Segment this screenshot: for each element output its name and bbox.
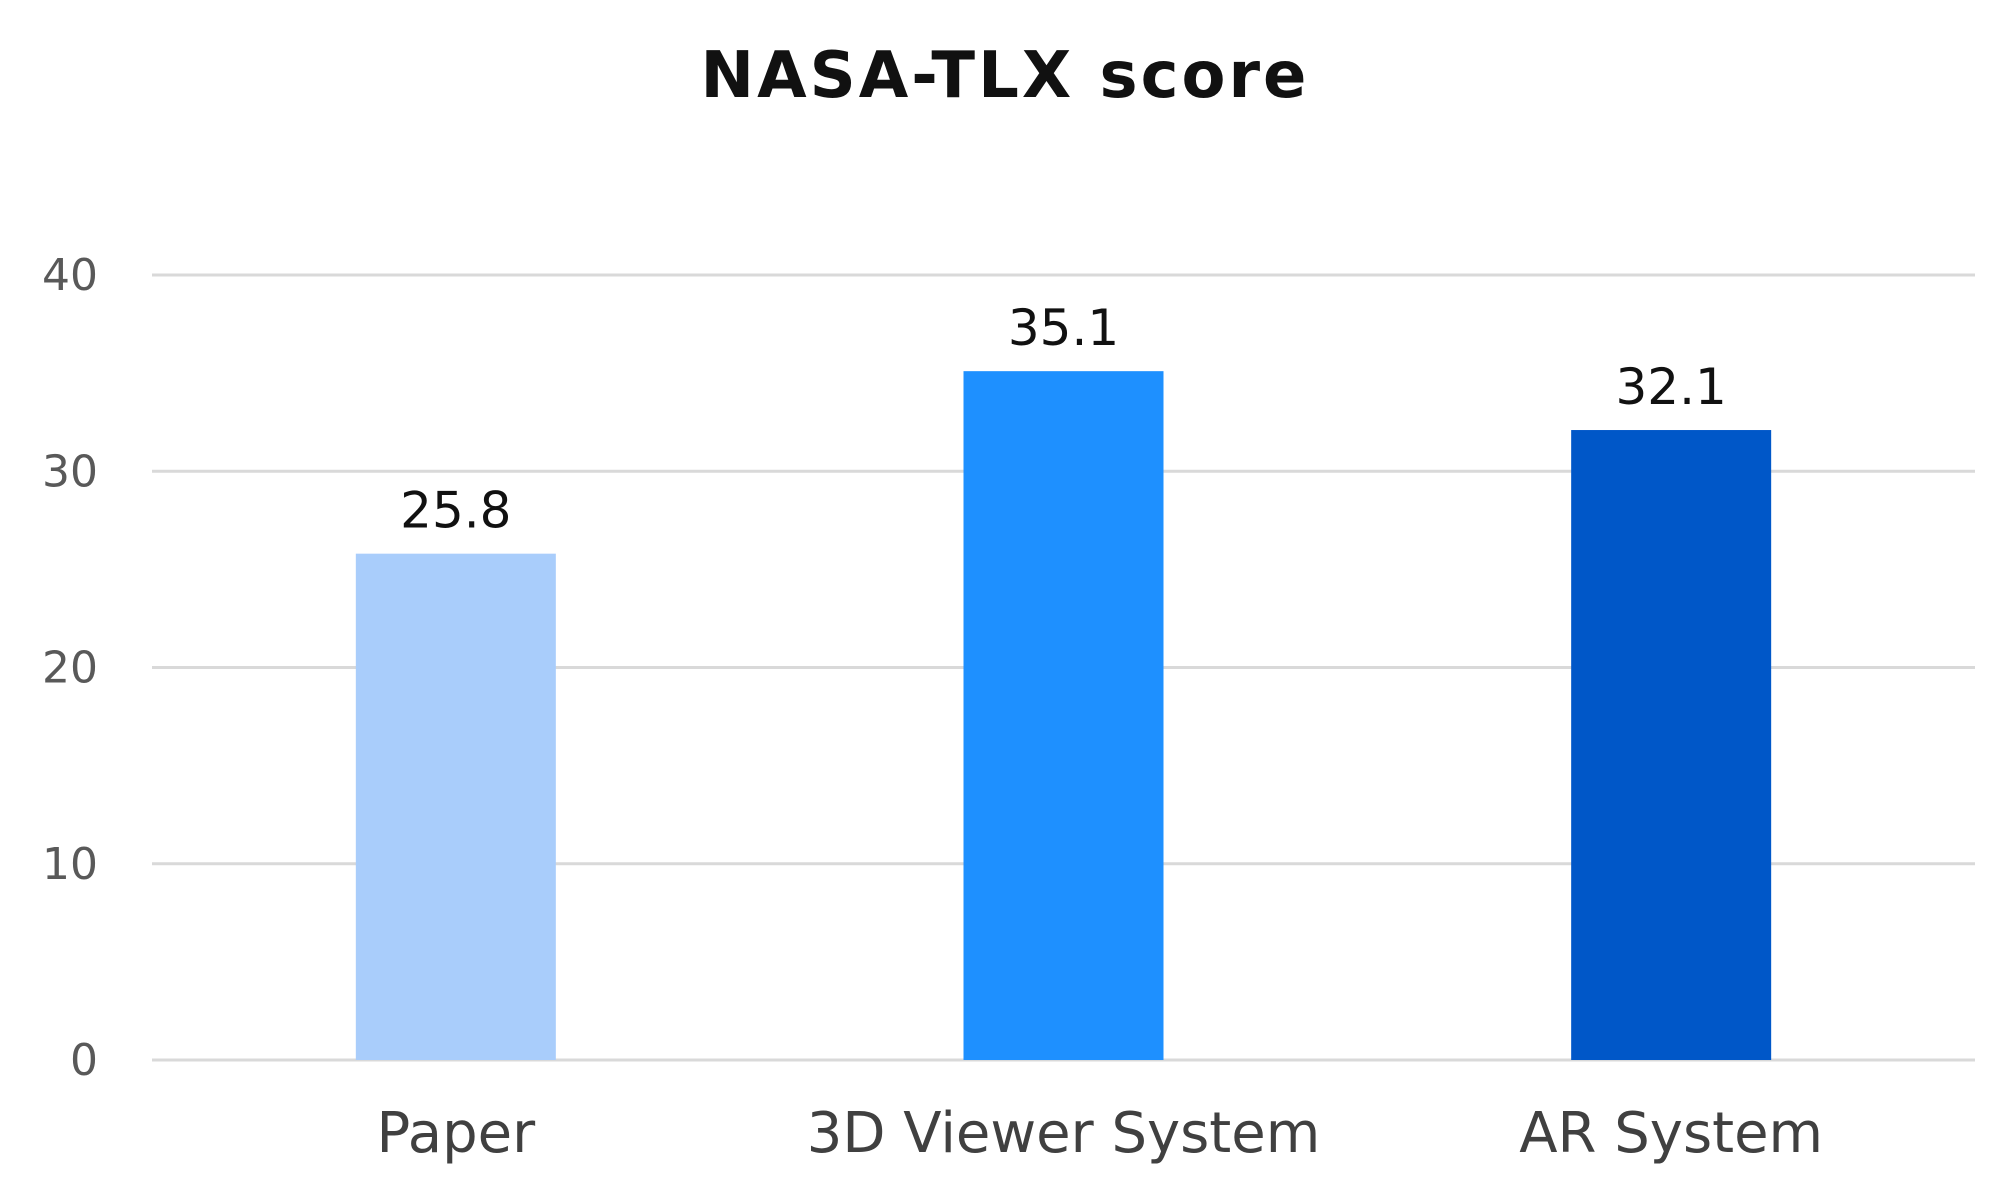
bar-1 — [963, 371, 1164, 1061]
data-label: 32.1 — [1616, 358, 1727, 416]
y-tick-label: 20 — [42, 643, 98, 694]
x-category-label: AR System — [1519, 1101, 1823, 1166]
data-label: 25.8 — [400, 482, 511, 540]
bar-0 — [355, 553, 556, 1060]
x-axis-labels: Paper 3D Viewer System AR System — [377, 1101, 1824, 1166]
y-tick-label: 40 — [42, 250, 98, 301]
bars — [355, 371, 1772, 1061]
y-tick-label: 0 — [70, 1035, 98, 1086]
chart-title: NASA-TLX score — [701, 39, 1310, 113]
y-axis-ticks: 0 10 20 30 40 — [42, 250, 98, 1086]
x-category-label: Paper — [377, 1101, 537, 1166]
y-tick-label: 30 — [42, 446, 98, 497]
bar-2 — [1571, 430, 1772, 1061]
x-category-label: 3D Viewer System — [807, 1101, 1321, 1166]
y-tick-label: 10 — [42, 839, 98, 890]
data-labels: 25.8 35.1 32.1 — [400, 299, 1727, 540]
data-label: 35.1 — [1008, 299, 1119, 357]
